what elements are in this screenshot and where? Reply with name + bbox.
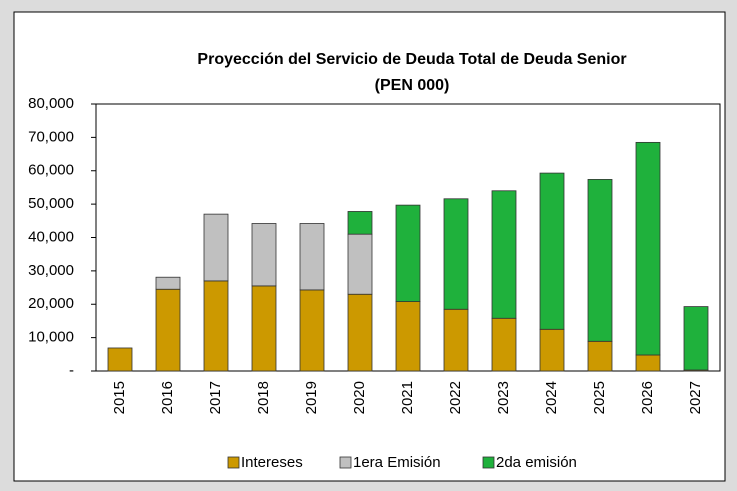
x-tick-label: 2020 [351,381,368,414]
y-tick-label: 50,000 [28,195,74,212]
bar-segment [347,233,373,295]
bar-segment [347,293,373,372]
bar-segment [443,308,469,372]
x-tick-label: 2022 [447,381,464,414]
legend-swatch [339,456,352,469]
x-tick-label: 2015 [111,381,128,414]
bar-segment [587,340,613,372]
y-tick-label: 40,000 [28,228,74,245]
bar-segment [491,190,517,319]
bar-segment [587,179,613,342]
bar-segment [203,213,229,282]
x-tick-label: 2021 [399,381,416,414]
x-tick-label: 2024 [543,381,560,414]
bar-segment [251,223,277,287]
bar-segment [395,204,421,302]
bar-segment [635,354,661,372]
legend-label: 2da emisión [496,454,577,471]
y-tick-label: 10,000 [28,329,74,346]
x-tick-label: 2023 [495,381,512,414]
bar-segment [395,301,421,372]
x-tick-label: 2026 [639,381,656,414]
x-tick-label: 2025 [591,381,608,414]
y-tick-label: 20,000 [28,295,74,312]
bar-segment [155,276,181,290]
x-tick-label: 2027 [687,381,704,414]
chart-subtitle: (PEN 000) [375,77,450,94]
bar-segment [251,285,277,372]
bar-segment [683,306,709,371]
x-tick-label: 2018 [255,381,272,414]
x-tick-label: 2017 [207,381,224,414]
y-tick-label: - [69,362,74,379]
y-tick-label: 30,000 [28,262,74,279]
y-tick-label: 80,000 [28,95,74,112]
x-tick-label: 2019 [303,381,320,414]
bar-segment [299,289,325,372]
legend-swatch [482,456,495,469]
bar-segment [491,317,517,372]
bar-segment [539,328,565,372]
bar-segment [347,211,373,235]
bar-segment [107,347,133,372]
bar-segment [635,141,661,356]
bar-segment [299,223,325,291]
x-tick-label: 2016 [159,381,176,414]
y-tick-label: 70,000 [28,128,74,145]
legend-swatch [227,456,240,469]
bar-segment [539,172,565,330]
legend-label: 1era Emisión [353,454,441,471]
bar-segment [203,280,229,372]
chart-title: Proyección del Servicio de Deuda Total d… [197,51,626,68]
bar-segment [443,198,469,310]
y-tick-label: 60,000 [28,162,74,179]
bar-segment [155,288,181,372]
legend-label: Intereses [241,454,303,471]
